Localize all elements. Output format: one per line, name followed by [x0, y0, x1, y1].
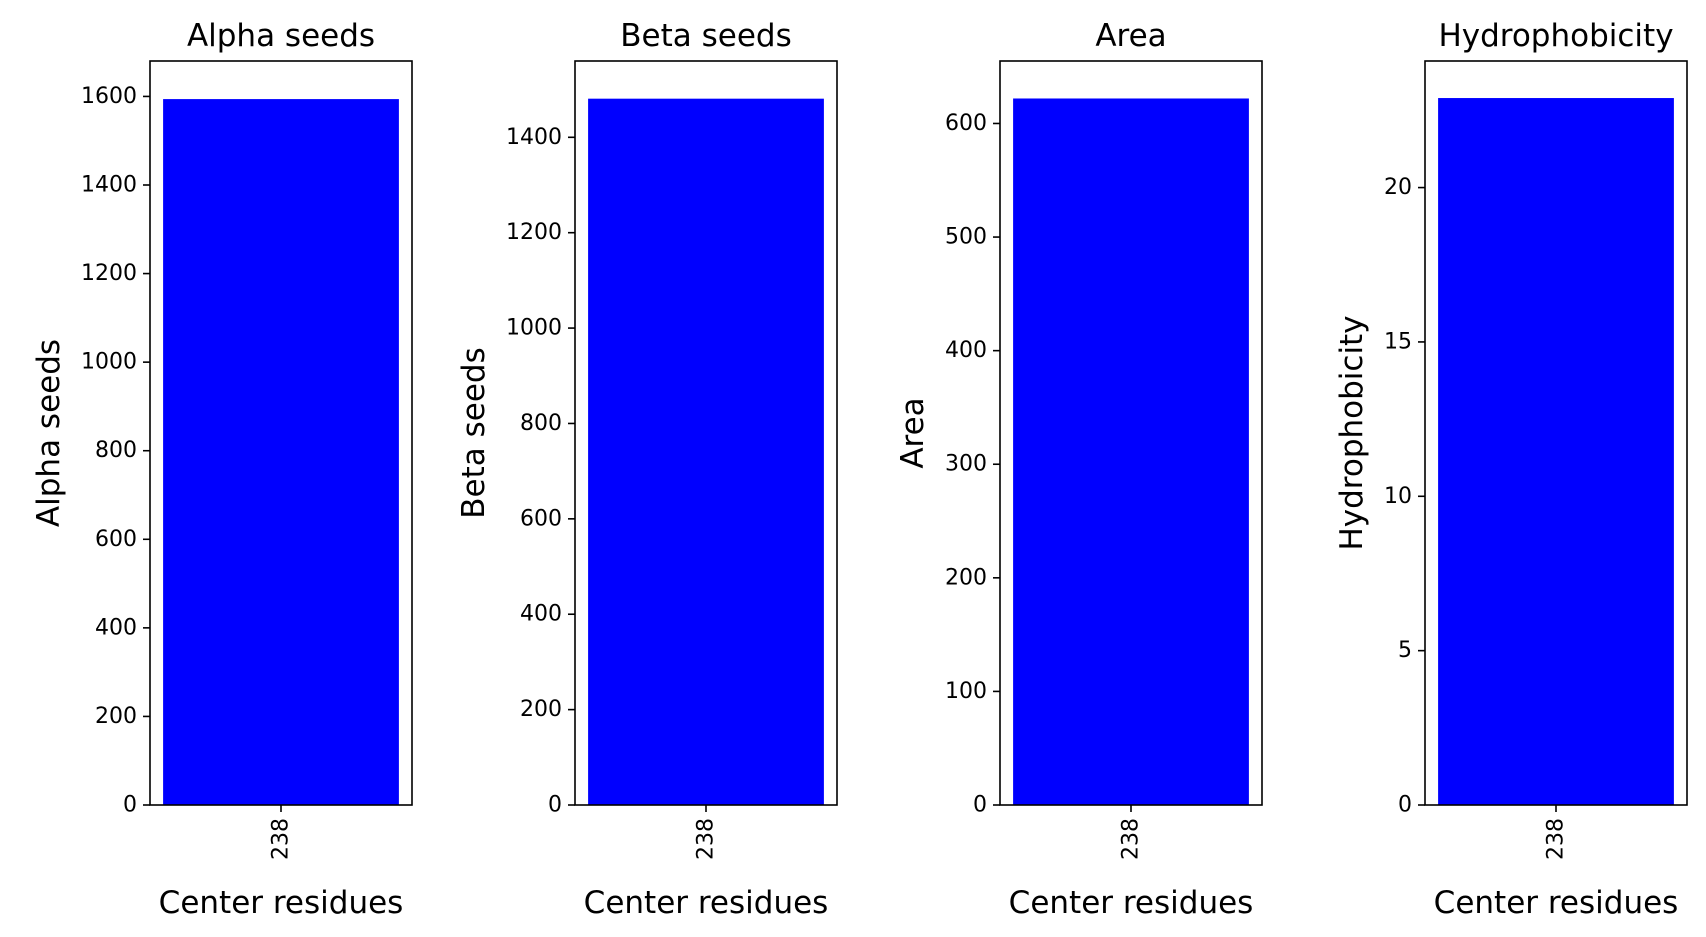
y-tick-label: 1000 — [506, 316, 562, 341]
y-tick-label: 0 — [123, 793, 137, 818]
y-axis-label: Beta seeds — [456, 347, 492, 518]
plot-frame — [574, 60, 838, 806]
chart-title: Hydrophobicity — [1438, 18, 1673, 54]
x-tick-label: 238 — [694, 818, 719, 860]
y-tick-label: 600 — [520, 506, 562, 531]
y-tick-label: 20 — [1384, 175, 1412, 200]
y-axis-label: Area — [895, 397, 931, 468]
y-axis-label: Hydrophobicity — [1334, 315, 1370, 550]
bar-238 — [588, 98, 824, 805]
chart-title: Area — [1095, 18, 1166, 54]
chart-panel-2: 238 0 200 400 600 800 1000 1200 1400 Beta seeds Ce… — [456, 18, 838, 921]
y-tick-label: 800 — [520, 411, 562, 436]
y-tick-label: 0 — [1398, 793, 1412, 818]
bar-238 — [163, 99, 399, 806]
y-tick-label: 200 — [95, 704, 137, 729]
y-tick-label: 1400 — [506, 125, 562, 150]
y-tick-label: 200 — [520, 697, 562, 722]
chart-panel-1: 238 0 200 400 600 800 1000 1200 1400 1600 Alpha se… — [31, 18, 413, 921]
chart-panel-4: 238 0 5 10 15 20 Hydrophobicity Center residues… — [1334, 18, 1688, 921]
x-tick-label: 238 — [269, 818, 294, 860]
y-tick-label: 15 — [1384, 329, 1412, 354]
y-tick-label: 0 — [973, 793, 987, 818]
y-tick-label: 600 — [945, 111, 987, 136]
y-axis-label: Alpha seeds — [31, 339, 67, 527]
y-tick-label: 300 — [945, 452, 987, 477]
x-axis-label: Center residues — [584, 885, 829, 921]
x-tick-label: 238 — [1544, 818, 1569, 860]
y-tick-label: 400 — [95, 615, 137, 640]
y-tick-label: 1200 — [506, 220, 562, 245]
chart-title: Beta seeds — [620, 18, 791, 54]
plot-frame — [1424, 60, 1688, 806]
y-tick-label: 1600 — [81, 84, 137, 109]
bar-238 — [1013, 98, 1249, 806]
bar-238 — [1438, 98, 1674, 805]
y-tick-label: 400 — [945, 338, 987, 363]
y-tick-label: 10 — [1384, 484, 1412, 509]
y-tick-label: 500 — [945, 225, 987, 250]
y-tick-label: 1200 — [81, 261, 137, 286]
plot-frame — [999, 60, 1263, 806]
x-axis-label: Center residues — [159, 885, 404, 921]
y-tick-label: 800 — [95, 438, 137, 463]
chart-title: Alpha seeds — [187, 18, 375, 54]
x-tick-label: 238 — [1119, 818, 1144, 860]
y-tick-label: 1000 — [81, 350, 137, 375]
chart-panel-3: 238 0 100 200 300 400 500 600 Area Center residue… — [895, 18, 1263, 921]
plot-frame — [149, 60, 413, 806]
y-tick-label: 200 — [945, 565, 987, 590]
y-tick-label: 1400 — [81, 173, 137, 198]
y-tick-label: 100 — [945, 679, 987, 704]
y-tick-label: 400 — [520, 602, 562, 627]
x-axis-label: Center residues — [1434, 885, 1679, 921]
y-tick-label: 600 — [95, 527, 137, 552]
y-tick-label: 0 — [548, 793, 562, 818]
y-tick-label: 5 — [1398, 638, 1412, 663]
x-axis-label: Center residues — [1009, 885, 1254, 921]
